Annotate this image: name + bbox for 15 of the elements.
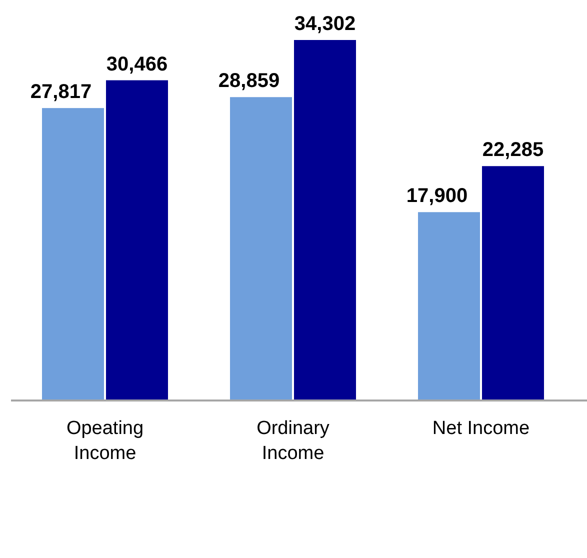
x-tick-label: Net Income	[432, 418, 530, 439]
bar	[106, 80, 168, 400]
data-label: 28,859	[218, 70, 280, 92]
bar	[482, 166, 544, 400]
x-tick-label: Ordinary Income	[256, 418, 330, 464]
data-label: 27,817	[30, 81, 92, 104]
data-label: 22,285	[482, 139, 544, 162]
bar	[42, 108, 104, 400]
data-label: 17,900	[406, 185, 468, 208]
bar	[230, 97, 292, 400]
data-label: 30,466	[106, 53, 168, 76]
x-tick-label: Opeating Income	[66, 418, 144, 464]
bar	[294, 40, 356, 400]
data-label: 34,302	[294, 13, 356, 35]
bar	[418, 212, 480, 400]
